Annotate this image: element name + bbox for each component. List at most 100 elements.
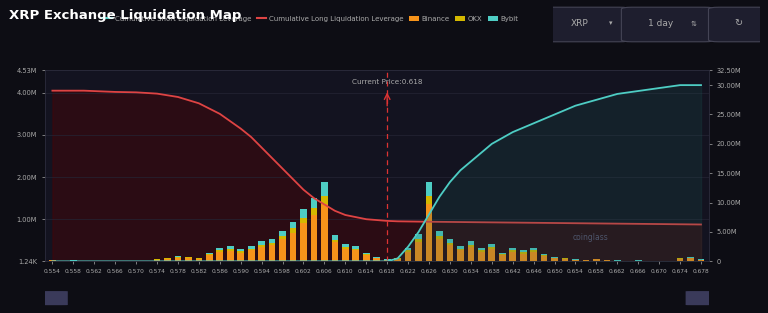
Bar: [227, 251, 233, 261]
Bar: [583, 260, 589, 261]
Bar: [561, 258, 568, 259]
Bar: [561, 259, 568, 261]
Bar: [185, 257, 192, 258]
Bar: [248, 249, 254, 250]
Bar: [488, 247, 495, 249]
Bar: [321, 204, 328, 261]
Bar: [697, 260, 704, 261]
Bar: [353, 246, 359, 249]
Bar: [310, 208, 317, 215]
Text: Current Price:0.618: Current Price:0.618: [352, 79, 422, 85]
Bar: [394, 259, 401, 261]
Bar: [509, 248, 516, 250]
Bar: [457, 250, 464, 261]
Bar: [447, 245, 453, 261]
Bar: [478, 250, 485, 252]
Bar: [405, 252, 412, 261]
Bar: [425, 204, 432, 261]
Bar: [174, 257, 181, 258]
Bar: [394, 258, 401, 259]
Bar: [321, 182, 328, 196]
Bar: [363, 255, 369, 261]
Bar: [447, 243, 453, 245]
Bar: [217, 252, 223, 261]
Bar: [415, 239, 422, 242]
Bar: [436, 231, 443, 236]
Bar: [237, 249, 244, 251]
Bar: [509, 250, 516, 252]
Bar: [300, 218, 306, 223]
Bar: [342, 249, 349, 261]
Bar: [269, 243, 276, 245]
Bar: [604, 260, 611, 261]
Bar: [405, 250, 412, 252]
Bar: [164, 258, 170, 259]
Bar: [677, 259, 684, 261]
Bar: [342, 247, 349, 249]
Bar: [185, 258, 192, 261]
Bar: [373, 258, 380, 261]
Bar: [478, 252, 485, 261]
Bar: [593, 259, 600, 261]
Text: XRP Exchange Liquidation Map: XRP Exchange Liquidation Map: [9, 9, 242, 23]
Bar: [530, 248, 537, 250]
Bar: [509, 252, 516, 261]
Bar: [551, 258, 558, 261]
Bar: [237, 253, 244, 261]
Bar: [154, 260, 161, 261]
Bar: [332, 242, 338, 261]
Bar: [677, 258, 684, 259]
Bar: [373, 257, 380, 258]
Bar: [520, 252, 527, 254]
Bar: [280, 231, 286, 236]
Bar: [488, 249, 495, 261]
Bar: [164, 259, 170, 261]
Bar: [541, 256, 548, 261]
Bar: [488, 244, 495, 247]
Bar: [520, 254, 527, 261]
Bar: [174, 256, 181, 257]
Bar: [468, 245, 474, 247]
Bar: [384, 260, 390, 261]
FancyBboxPatch shape: [41, 291, 68, 305]
Bar: [290, 233, 296, 261]
Bar: [541, 255, 548, 256]
Bar: [499, 254, 505, 255]
Bar: [258, 245, 265, 247]
Bar: [353, 249, 359, 250]
FancyBboxPatch shape: [621, 7, 715, 42]
Bar: [436, 239, 443, 261]
Bar: [280, 236, 286, 239]
Bar: [415, 234, 422, 239]
Bar: [425, 182, 432, 196]
Bar: [196, 258, 202, 259]
Bar: [217, 250, 223, 252]
Bar: [436, 236, 443, 239]
Bar: [321, 196, 328, 204]
Bar: [269, 245, 276, 261]
Text: 1 day: 1 day: [648, 19, 674, 28]
Bar: [300, 223, 306, 261]
Bar: [425, 196, 432, 204]
Text: ▾: ▾: [609, 20, 613, 27]
Bar: [468, 241, 474, 245]
Bar: [206, 253, 213, 254]
Bar: [258, 247, 265, 261]
Bar: [499, 255, 505, 261]
Bar: [174, 258, 181, 261]
Bar: [478, 248, 485, 250]
Bar: [300, 209, 306, 218]
Bar: [363, 254, 369, 255]
Bar: [499, 253, 505, 254]
FancyBboxPatch shape: [686, 291, 712, 305]
Legend: Cumulative Short Liquidation Leverage, Cumulative Long Liquidation Leverage, Bin: Cumulative Short Liquidation Leverage, C…: [99, 13, 521, 24]
Bar: [530, 252, 537, 261]
FancyBboxPatch shape: [708, 7, 768, 42]
Bar: [310, 198, 317, 208]
Bar: [290, 222, 296, 228]
Bar: [227, 249, 233, 251]
Bar: [332, 239, 338, 242]
Bar: [290, 228, 296, 233]
Bar: [280, 239, 286, 261]
Bar: [468, 247, 474, 261]
